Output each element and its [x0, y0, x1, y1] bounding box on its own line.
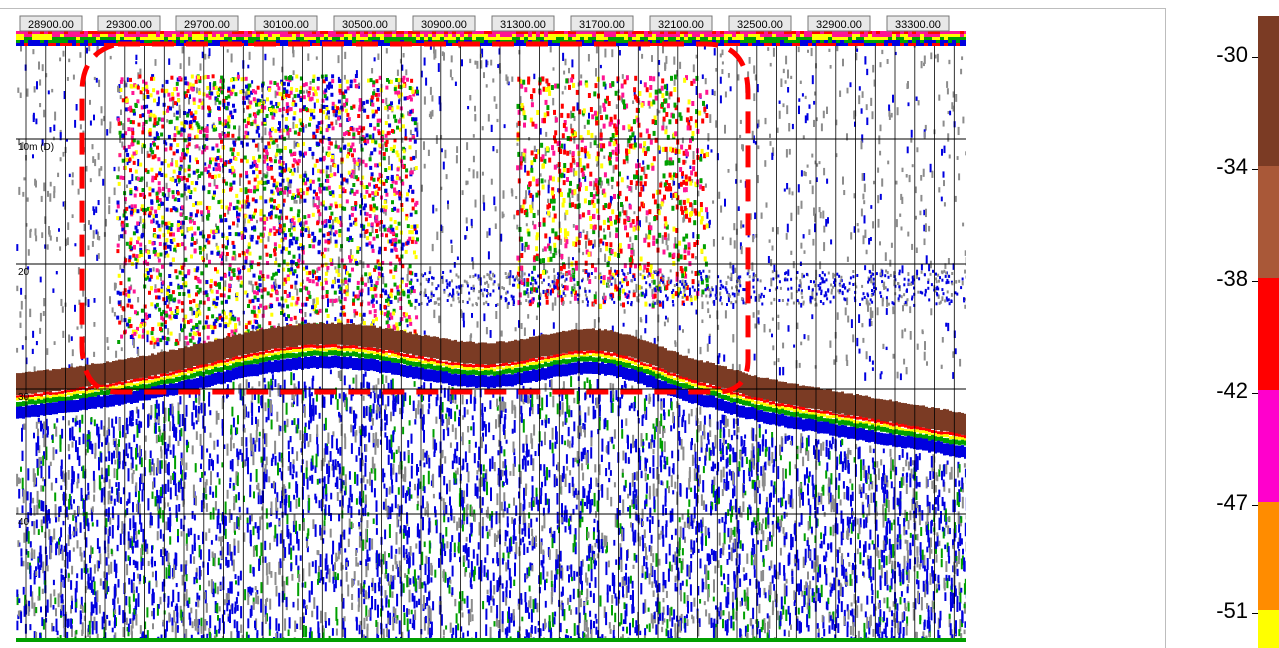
depth-label-30: 30 [18, 392, 30, 403]
distance-label-30900: 30900.00 [412, 15, 476, 32]
echogram-grid [16, 31, 966, 642]
colorbar-tick [1252, 57, 1258, 58]
distance-label-31700: 31700.00 [570, 15, 634, 32]
colorbar-tick-label: -30 [1216, 42, 1248, 67]
bottom-edge-line [16, 638, 966, 642]
distance-axis-labels: 28900.00 29300.00 29700.00 30100.00 3050… [19, 15, 950, 32]
colorbar-tick [1252, 169, 1258, 170]
echo-noise-layer [16, 44, 966, 642]
depth-label-20: 20 [18, 267, 30, 278]
colorbar-swatch-5 [1258, 610, 1279, 648]
depth-label-10m: 10m (D) [18, 142, 54, 153]
distance-label-32100: 32100.00 [649, 15, 713, 32]
distance-label-31300: 31300.00 [491, 15, 555, 32]
echogram-panel[interactable]: 28900.00 29300.00 29700.00 30100.00 3050… [16, 14, 966, 642]
distance-label-28900: 28900.00 [19, 15, 83, 32]
colorbar-tick-label: -47 [1216, 490, 1248, 515]
colorbar-swatch-2 [1258, 278, 1279, 390]
echogram-plot[interactable]: 28900.00 29300.00 29700.00 30100.00 3050… [16, 14, 966, 642]
colorbar-tick [1252, 393, 1258, 394]
distance-label-29300: 29300.00 [97, 15, 161, 32]
colorbar-swatch-3 [1258, 390, 1279, 502]
colorbar-tick [1252, 281, 1258, 282]
depth-label-40: 40 [18, 517, 30, 528]
distance-label-30500: 30500.00 [333, 15, 397, 32]
colorbar-tick-label: -34 [1216, 154, 1248, 179]
colorbar-swatch-4 [1258, 502, 1279, 610]
distance-label-32500: 32500.00 [728, 15, 792, 32]
distance-label-33300: 33300.00 [886, 15, 950, 32]
depth-axis-labels: 10m (D) 20 30 40 [18, 142, 54, 528]
colorbar-swatch-0 [1258, 16, 1279, 166]
colorbar-tick-label: -51 [1216, 598, 1248, 623]
surface-band [16, 31, 966, 46]
colorbar-swatches [1258, 16, 1279, 648]
distance-label-30100: 30100.00 [254, 15, 318, 32]
colorbar-tick-label: -42 [1216, 378, 1248, 403]
school-highlight-outline [79, 41, 751, 395]
colorbar-tick [1252, 505, 1258, 506]
distance-label-29700: 29700.00 [175, 15, 239, 32]
colorbar [1258, 16, 1279, 648]
colorbar-tick-label: -38 [1216, 266, 1248, 291]
distance-label-32900: 32900.00 [807, 15, 871, 32]
colorbar-swatch-1 [1258, 166, 1279, 278]
colorbar-tick [1252, 613, 1258, 614]
